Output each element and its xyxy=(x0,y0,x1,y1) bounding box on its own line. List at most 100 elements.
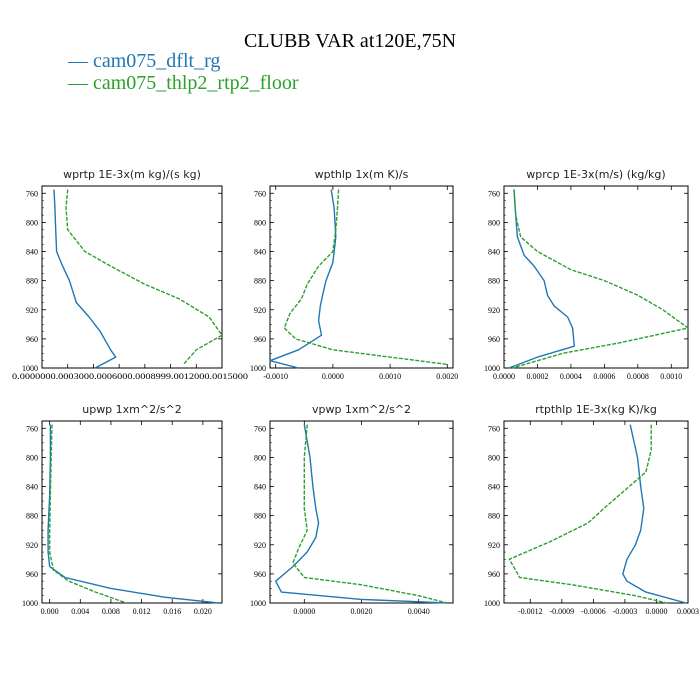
x-tick-label: 0.020 xyxy=(194,607,212,616)
x-tick-label: 0.0010 xyxy=(379,372,401,381)
y-tick-label: 920 xyxy=(254,541,266,550)
series-line-floor xyxy=(292,424,448,604)
x-tick-label: -0.0003 xyxy=(613,607,638,616)
x-tick-label: 0.0004 xyxy=(560,372,582,381)
y-tick-label: 800 xyxy=(488,218,500,227)
y-tick-label: 840 xyxy=(488,483,500,492)
y-tick-label: 800 xyxy=(488,453,500,462)
y-tick-label: 760 xyxy=(488,424,500,433)
y-tick-label: 880 xyxy=(488,277,500,286)
series-line-floor xyxy=(508,424,668,604)
legend-label-floor: cam075_thlp2_rtp2_floor xyxy=(93,72,299,94)
x-tick-label: 0.0003 xyxy=(677,607,699,616)
y-tick-label: 960 xyxy=(254,570,266,579)
legend-dash: — xyxy=(68,50,93,72)
x-tick-label: 0.0000 xyxy=(493,372,515,381)
plot-frame xyxy=(269,185,454,369)
chart-panel-3: wprcp 1E-3x(m/s) (kg/kg) 760 800 840 880 920 9… xyxy=(484,168,689,381)
x-tick-label: 0.008 xyxy=(102,607,120,616)
y-tick-label: 760 xyxy=(488,189,500,198)
y-tick-label: 920 xyxy=(488,541,500,550)
series-line-dflt xyxy=(622,424,687,604)
y-tick-label: 880 xyxy=(26,277,38,286)
x-tick-label: 0.0008 xyxy=(627,372,649,381)
y-tick-label: 840 xyxy=(26,248,38,257)
y-tick-label: 800 xyxy=(254,218,266,227)
y-tick-label: 960 xyxy=(254,335,266,344)
chart-panel-1: wprtp 1E-3x(m kg)/(s kg) 760 800 840 880 920 9… xyxy=(12,168,248,381)
panel-title: upwp 1xm^2/s^2 xyxy=(82,403,182,416)
panel-title: wprtp 1E-3x(m kg)/(s kg) xyxy=(63,168,201,181)
y-tick-label: 840 xyxy=(26,483,38,492)
chart-panel-4: upwp 1xm^2/s^276080084088092096010000.00… xyxy=(22,403,223,616)
y-tick-label: 880 xyxy=(26,512,38,521)
page-title: CLUBB VAR at120E,75N xyxy=(243,30,457,52)
y-tick-label: 1000 xyxy=(484,599,500,608)
panel-title: wpthlp 1x(m K)/s xyxy=(315,168,409,181)
y-tick-label: 960 xyxy=(488,335,500,344)
series-line-floor xyxy=(512,189,689,369)
series-line-floor xyxy=(283,189,448,366)
y-tick-label: 960 xyxy=(26,335,38,344)
y-tick-label: 800 xyxy=(26,453,38,462)
y-tick-label: 800 xyxy=(254,453,266,462)
y-tick-label: 1000 xyxy=(22,599,38,608)
y-tick-label: 880 xyxy=(488,512,500,521)
plot-frame xyxy=(269,420,454,604)
y-tick-label: 1000 xyxy=(484,364,500,373)
y-tick-label: 840 xyxy=(488,248,500,257)
legend-entry-dflt: — cam075_dflt_rg xyxy=(68,50,220,73)
legend-entry-floor: — cam075_thlp2_rtp2_floor xyxy=(68,72,299,95)
x-tick-label: -0.0006 xyxy=(581,607,606,616)
x-tick-label: 0.0010 xyxy=(660,372,682,381)
plot-frame xyxy=(503,185,689,369)
y-tick-label: 800 xyxy=(26,218,38,227)
legend-label-dflt: cam075_dflt_rg xyxy=(93,50,221,72)
series-line-floor xyxy=(49,424,127,604)
y-tick-label: 760 xyxy=(26,189,38,198)
x-tick-label: 0.004 xyxy=(71,607,89,616)
y-tick-label: 960 xyxy=(488,570,500,579)
y-tick-label: 760 xyxy=(254,189,266,198)
chart-panel-5: vpwp 1xm^2/s^2 760 800 840 880 920 960 1000 0.00… xyxy=(250,403,454,616)
x-tick-label: 0.0000000.0003000.0006000.0008999.001200… xyxy=(12,372,248,381)
series-line-dflt xyxy=(275,424,448,604)
x-tick-label: -0.0010 xyxy=(263,372,288,381)
x-tick-label: 0.012 xyxy=(133,607,151,616)
y-tick-label: 1000 xyxy=(22,364,38,373)
series-line-dflt xyxy=(269,189,337,369)
x-tick-label: 0.0000 xyxy=(645,607,667,616)
x-tick-label: 0.0020 xyxy=(351,607,373,616)
y-tick-label: 880 xyxy=(254,512,266,521)
x-tick-label: 0.0006 xyxy=(593,372,615,381)
panel-title: wprcp 1E-3x(m/s) (kg/kg) xyxy=(526,168,665,181)
x-tick-label: 0.0002 xyxy=(526,372,548,381)
plot-frame xyxy=(503,420,689,604)
y-tick-label: 920 xyxy=(488,306,500,315)
panel-title: vpwp 1xm^2/s^2 xyxy=(312,403,411,416)
y-tick-label: 840 xyxy=(254,483,266,492)
x-tick-label: 0.016 xyxy=(163,607,181,616)
y-tick-label: 920 xyxy=(254,306,266,315)
x-tick-label: 0.0040 xyxy=(408,607,430,616)
chart-panel-2: wpthlp 1x(m K)/s 760 800 840 880 920 960 1000-0… xyxy=(250,168,458,381)
x-tick-label: 0.0000 xyxy=(322,372,344,381)
y-tick-label: 920 xyxy=(26,541,38,550)
chart-panel-6: rtpthlp 1E-3x(kg K)/kg 760 800 840 880 920 960… xyxy=(484,403,699,616)
panel-title: rtpthlp 1E-3x(kg K)/kg xyxy=(535,403,657,416)
plot-frame xyxy=(41,185,223,369)
series-line-dflt xyxy=(47,424,219,604)
x-tick-label: -0.0009 xyxy=(549,607,574,616)
x-tick-label: 0.000 xyxy=(41,607,59,616)
series-line-dflt xyxy=(508,189,575,369)
x-tick-label: 0.0020 xyxy=(436,372,458,381)
y-tick-label: 1000 xyxy=(250,599,266,608)
series-line-floor xyxy=(65,189,223,365)
series-line-dflt xyxy=(53,189,117,369)
y-tick-label: 840 xyxy=(254,248,266,257)
plot-frame xyxy=(41,420,223,604)
legend-dash: — xyxy=(68,72,93,94)
y-tick-label: 760 xyxy=(26,424,38,433)
y-tick-label: 960 xyxy=(26,570,38,579)
